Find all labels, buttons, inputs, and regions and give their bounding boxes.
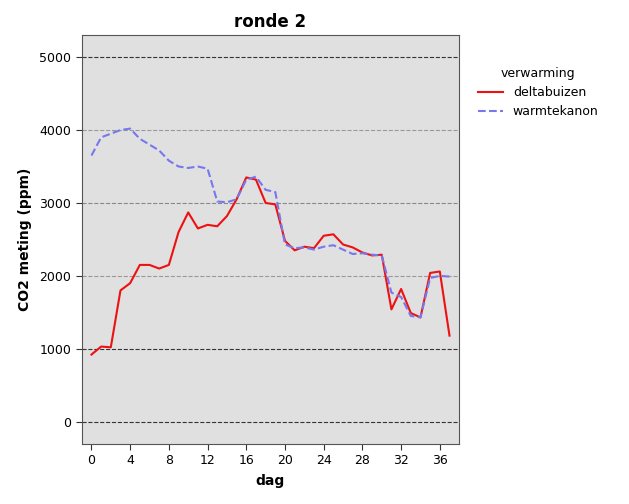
warmtekanon <box>184 165 192 171</box>
deltabuizen <box>126 280 134 286</box>
deltabuizen <box>426 270 434 276</box>
warmtekanon <box>426 275 434 281</box>
warmtekanon <box>378 253 386 259</box>
deltabuizen <box>97 344 105 350</box>
warmtekanon <box>155 148 163 154</box>
deltabuizen <box>330 231 337 237</box>
deltabuizen <box>213 223 221 229</box>
deltabuizen <box>204 222 211 228</box>
warmtekanon <box>416 314 424 321</box>
warmtekanon <box>252 174 260 180</box>
deltabuizen <box>359 249 366 256</box>
deltabuizen <box>262 200 269 206</box>
warmtekanon <box>262 187 269 193</box>
deltabuizen <box>320 233 328 239</box>
warmtekanon <box>223 199 231 205</box>
deltabuizen <box>252 176 260 182</box>
warmtekanon <box>204 166 211 172</box>
deltabuizen <box>223 213 231 219</box>
deltabuizen <box>349 244 357 250</box>
warmtekanon <box>146 142 153 148</box>
deltabuizen <box>398 286 405 292</box>
deltabuizen <box>155 266 163 272</box>
deltabuizen <box>446 333 454 339</box>
warmtekanon <box>369 251 376 258</box>
warmtekanon <box>233 196 240 202</box>
warmtekanon <box>136 136 143 142</box>
warmtekanon <box>126 125 134 132</box>
warmtekanon <box>165 158 172 164</box>
deltabuizen <box>233 196 240 202</box>
warmtekanon <box>339 246 347 253</box>
warmtekanon <box>359 250 366 256</box>
warmtekanon <box>301 244 308 250</box>
warmtekanon <box>243 176 250 182</box>
warmtekanon <box>436 273 443 279</box>
warmtekanon <box>407 313 415 319</box>
warmtekanon <box>194 163 202 169</box>
deltabuizen <box>416 314 424 321</box>
warmtekanon <box>320 243 328 249</box>
deltabuizen <box>387 306 395 312</box>
warmtekanon <box>446 274 454 280</box>
warmtekanon <box>175 163 182 169</box>
warmtekanon <box>387 290 395 296</box>
warmtekanon <box>213 199 221 205</box>
deltabuizen <box>272 202 279 208</box>
deltabuizen <box>436 269 443 275</box>
deltabuizen <box>310 245 318 251</box>
deltabuizen <box>378 251 386 258</box>
deltabuizen <box>87 352 95 358</box>
warmtekanon <box>272 189 279 195</box>
deltabuizen <box>146 262 153 268</box>
warmtekanon <box>117 127 125 133</box>
deltabuizen <box>107 344 114 350</box>
Title: ronde 2: ronde 2 <box>235 13 306 31</box>
deltabuizen <box>243 174 250 180</box>
warmtekanon <box>310 246 318 253</box>
deltabuizen <box>281 238 289 244</box>
deltabuizen <box>407 310 415 316</box>
deltabuizen <box>184 209 192 215</box>
warmtekanon <box>349 251 357 257</box>
Legend: deltabuizen, warmtekanon: deltabuizen, warmtekanon <box>473 62 604 123</box>
Line: warmtekanon: warmtekanon <box>91 129 450 318</box>
warmtekanon <box>281 241 289 247</box>
deltabuizen <box>117 287 125 293</box>
warmtekanon <box>97 135 105 141</box>
deltabuizen <box>301 243 308 249</box>
deltabuizen <box>369 253 376 259</box>
warmtekanon <box>291 245 298 251</box>
Y-axis label: CO2 meting (ppm): CO2 meting (ppm) <box>18 168 33 311</box>
deltabuizen <box>194 225 202 231</box>
warmtekanon <box>330 242 337 248</box>
warmtekanon <box>398 294 405 300</box>
deltabuizen <box>165 262 172 268</box>
warmtekanon <box>87 153 95 159</box>
deltabuizen <box>136 262 143 268</box>
deltabuizen <box>175 229 182 235</box>
deltabuizen <box>339 241 347 247</box>
X-axis label: dag: dag <box>256 474 285 488</box>
warmtekanon <box>107 131 114 137</box>
deltabuizen <box>291 247 298 254</box>
Line: deltabuizen: deltabuizen <box>91 177 450 355</box>
